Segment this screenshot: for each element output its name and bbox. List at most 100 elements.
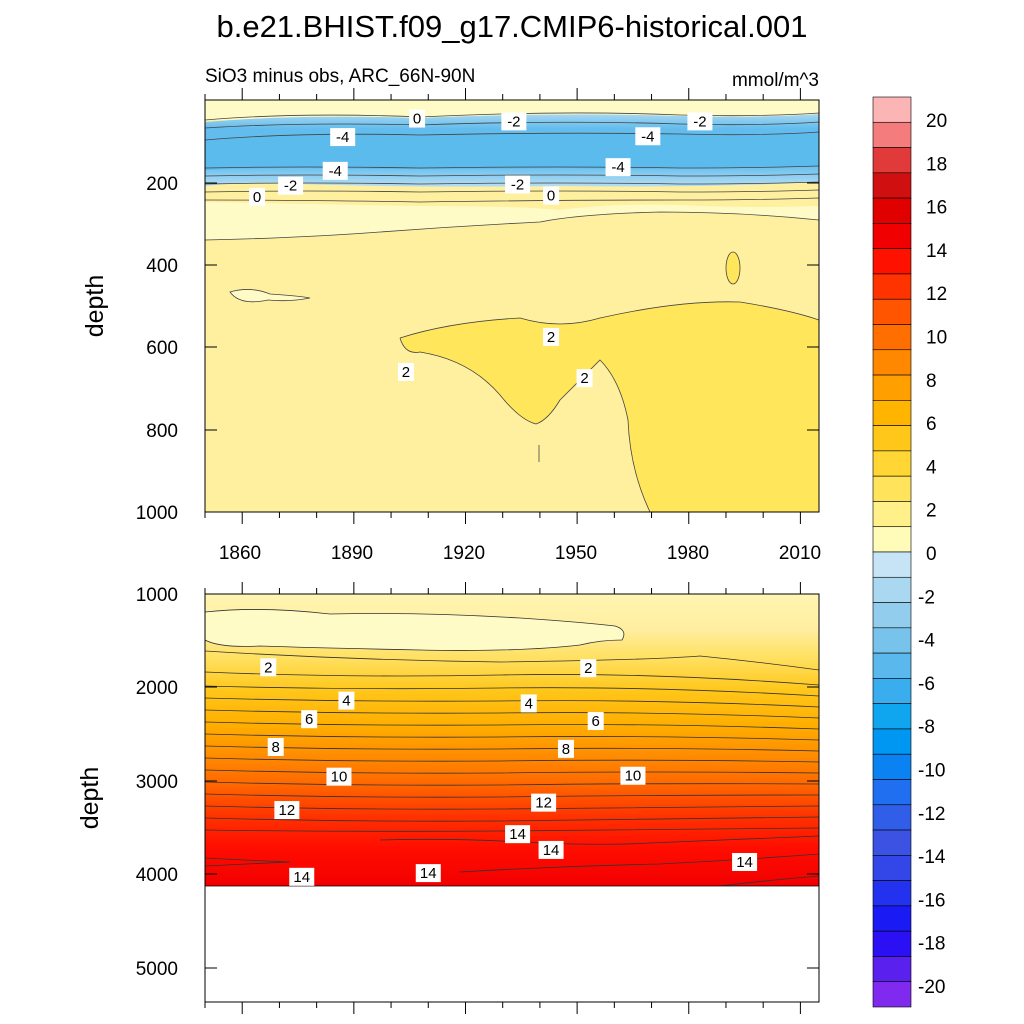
colorbar: 20181614121086420-2-4-6-8-10-12-14-16-18… [872,96,948,1008]
contour-label-bg [576,369,593,388]
lower-contour-fill [205,594,819,886]
contour-label-bg [505,825,531,844]
colorbar-box [872,602,912,629]
contour-label-bg [687,112,713,131]
colorbar-box [872,223,912,249]
figure-title: b.e21.BHIST.f09_g17.CMIP6-historical.001 [216,9,807,44]
lower-ytick-label: 5000 [136,959,178,980]
contour-label: 8 [562,741,570,758]
colorbar-label: 4 [926,457,937,478]
lower-contour-labels: 2 2 4 4 6 6 8 8 10 10 12 12 14 14 14 14 14 [260,658,758,886]
colorbar-label: 20 [926,111,947,132]
xtick-label: 1920 [443,543,485,564]
contour-label-bg [543,186,560,205]
colorbar-label: 14 [926,241,948,262]
colorbar-box [872,829,912,856]
contour-label: -2 [511,176,524,193]
contour-label: 4 [525,695,533,712]
colorbar-label: -14 [918,847,946,868]
colorbar-box [872,400,912,426]
colorbar-label: -10 [918,761,945,782]
colorbar-label: 10 [926,328,947,349]
contour-label: 14 [293,869,310,886]
contour-label-bg [538,840,564,859]
upper-x-axis: 1860 1890 1920 1950 1980 2010 [219,543,821,564]
contour-label: -4 [336,129,349,146]
upper-ytick-label: 200 [146,174,178,195]
colorbar-label: -2 [918,587,935,608]
colorbar-label: 16 [926,198,947,219]
contour-label: 2 [580,370,588,387]
xtick-label: 1980 [667,543,709,564]
contour-label-bg [501,112,527,131]
colorbar-label: -12 [918,804,945,825]
xtick-label: 1950 [555,543,597,564]
colorbar-box [872,273,912,300]
contour-label: 0 [413,111,421,128]
colorbar-box [872,324,912,351]
xtick-label: 2010 [779,543,821,564]
colorbar-label: -16 [918,890,945,911]
subtitle-left: SiO3 minus obs, ARC_66N-90N [205,66,475,87]
contour-label-bg [505,175,531,194]
contour-label: 12 [279,802,296,819]
upper-y-axis-label: depth [81,275,109,338]
upper-y-axis: 200 400 600 800 1000 [136,174,178,524]
contour-label-bg [531,793,557,812]
colorbar-box [872,930,912,957]
contour-label: 0 [547,188,555,205]
contour-label: 0 [253,189,261,206]
contour-label: 2 [402,364,410,381]
contour-label-bg [605,158,631,177]
contour-label-bg [260,658,277,677]
colorbar-box [872,501,912,528]
colorbar-box [872,349,912,376]
contour-label-bg [543,327,560,346]
colorbar-box [872,753,912,780]
contour-label: 14 [420,865,437,882]
contour-label: 4 [342,693,350,710]
lower-plot-frame [204,593,820,1003]
colorbar-box [872,475,912,502]
contour-label-bg [557,739,574,758]
colorbar-box [872,147,912,174]
contour-label-bg [732,852,758,871]
upper-ytick-label: 800 [146,421,178,442]
contour-label: 12 [535,795,552,812]
lower-panel: 2 2 4 4 6 6 8 8 10 10 12 12 14 14 14 14 14 1000 2000 300… [76,582,820,1014]
contour-label-bg [330,128,356,147]
contour-label-bg [580,659,597,678]
colorbar-box [872,678,912,704]
colorbar-box [872,804,912,831]
contour-label: 14 [509,826,526,843]
colorbar-box [872,197,912,224]
contour-label: 14 [543,842,560,859]
contour-label: -2 [693,113,706,130]
lower-ytick-label: 2000 [136,678,178,699]
lower-ytick-label: 4000 [136,865,178,886]
contour-label-bg [587,712,604,731]
colorbar-label: 0 [926,544,937,565]
upper-plot-frame [204,99,820,513]
contour-label-bg [397,362,414,381]
colorbar-label: 6 [926,414,937,435]
colorbar-label: 12 [926,284,947,305]
xtick-label: 1890 [331,543,373,564]
colorbar-box [872,425,912,452]
contour-label: -4 [641,128,654,145]
contour-label-bg [278,176,304,195]
contour-label: 8 [272,739,280,756]
contour-label: 6 [305,711,313,728]
contour-label: -4 [611,159,624,176]
contour-label-bg [289,867,315,886]
colorbar-label: -20 [918,977,945,998]
colorbar-box [872,96,912,123]
contour-label-bg [301,710,318,729]
contour-label-bg [338,691,355,710]
colorbar-label: -6 [918,674,935,695]
upper-ytick-label: 1000 [136,503,178,524]
colorbar-box [872,551,912,578]
colorbar-box [872,855,912,881]
contour-label-bg [409,109,426,128]
contour-label: 6 [592,713,600,730]
